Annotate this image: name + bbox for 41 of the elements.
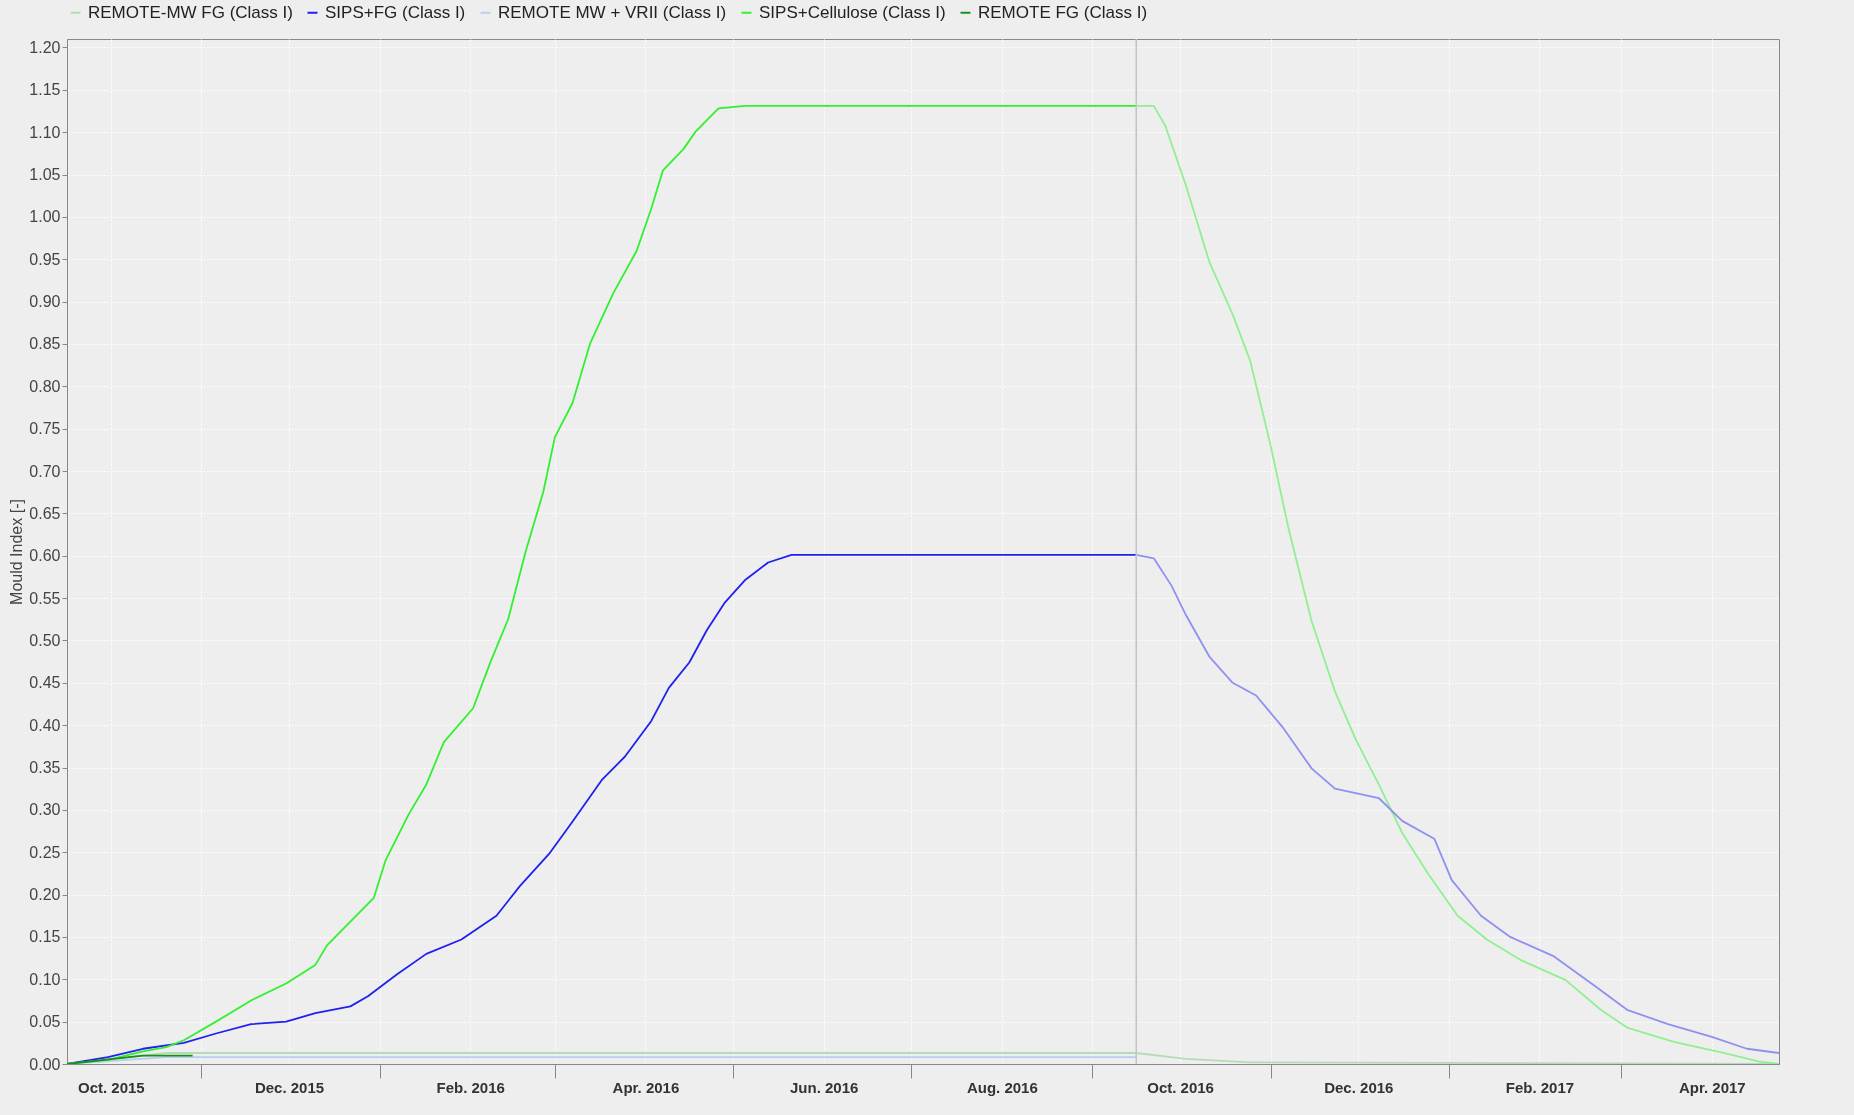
y-tick-label: 0.90	[29, 293, 61, 311]
y-tick-label: 0.20	[29, 886, 61, 904]
x-tick-label: Dec. 2015	[254, 1078, 325, 1096]
x-tick-label: Feb. 2017	[1505, 1078, 1575, 1096]
y-tick-label: 0.80	[29, 377, 61, 395]
y-tick-label: 1.10	[29, 123, 61, 141]
y-tick-label: 0.60	[29, 547, 61, 565]
y-tick-label: 0.05	[29, 1013, 61, 1031]
legend-label: REMOTE FG (Class I)	[978, 2, 1148, 22]
legend-label: SIPS+Cellulose (Class I)	[759, 2, 946, 22]
legend-label: REMOTE MW + VRII (Class I)	[498, 2, 727, 22]
y-tick-label: 0.40	[29, 716, 61, 734]
y-tick-label: 0.45	[29, 674, 61, 692]
legend-label: SIPS+FG (Class I)	[325, 2, 466, 22]
y-tick-label: 0.75	[29, 420, 61, 438]
y-tick-label: 0.55	[29, 589, 61, 607]
x-tick-label: Feb. 2016	[436, 1078, 505, 1096]
x-tick-label: Dec. 2016	[1324, 1078, 1394, 1096]
y-tick-label: 1.20	[29, 38, 61, 56]
y-axis-title: Mould Index [-]	[8, 499, 26, 605]
y-tick-label: 0.85	[29, 335, 61, 353]
x-tick-label: Oct. 2016	[1147, 1078, 1214, 1096]
x-tick-label: Apr. 2016	[612, 1078, 680, 1096]
y-tick-label: 0.50	[29, 631, 61, 649]
x-tick-label: Apr. 2017	[1678, 1078, 1746, 1096]
x-tick-label: Jun. 2016	[789, 1078, 859, 1096]
y-tick-label: 1.00	[29, 208, 61, 226]
y-tick-label: 1.15	[29, 81, 61, 99]
y-tick-label: 0.15	[29, 928, 61, 946]
y-tick-label: 1.05	[29, 166, 61, 184]
y-tick-label: 0.35	[29, 759, 61, 777]
y-tick-label: 0.95	[29, 250, 61, 268]
y-tick-label: 0.00	[29, 1055, 61, 1073]
y-tick-label: 0.10	[29, 970, 61, 988]
y-tick-label: 0.65	[29, 504, 61, 522]
y-tick-label: 0.30	[29, 801, 61, 819]
y-tick-label: 0.70	[29, 462, 61, 480]
y-tick-label: 0.25	[29, 843, 61, 861]
x-tick-label: Aug. 2016	[966, 1078, 1038, 1096]
x-tick-label: Oct. 2015	[77, 1078, 145, 1096]
legend-label: REMOTE-MW FG (Class I)	[88, 2, 293, 22]
